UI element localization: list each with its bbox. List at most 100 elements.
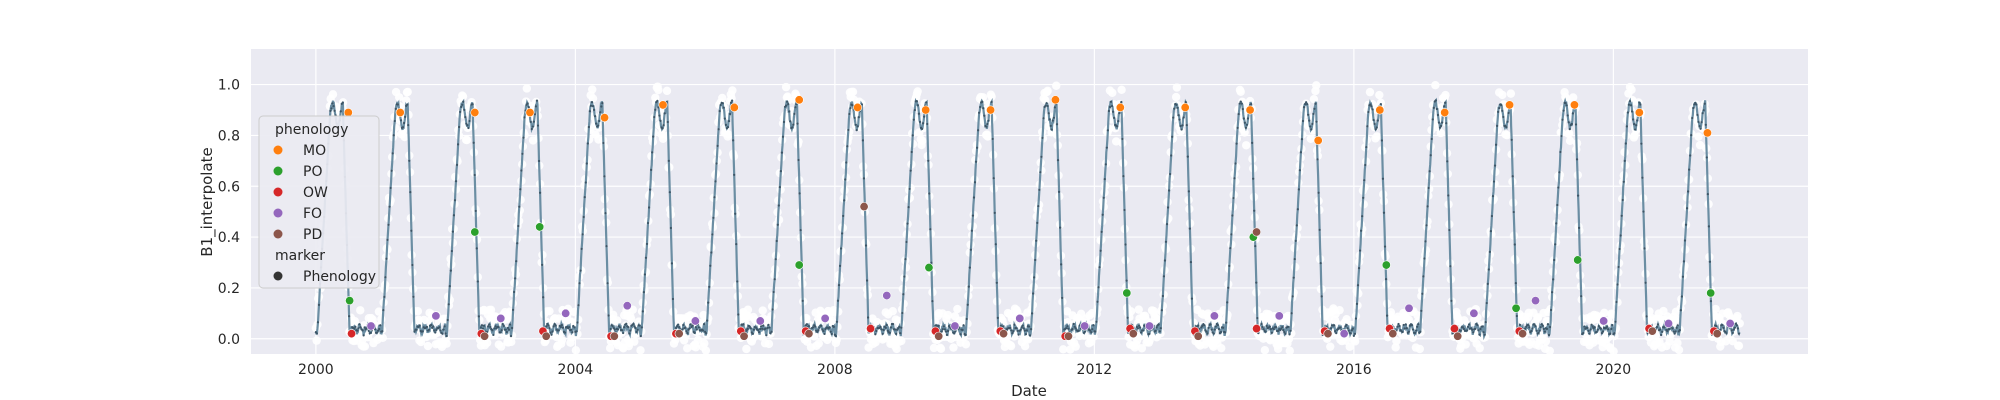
interpolated-marker xyxy=(1660,333,1663,337)
interpolated-marker xyxy=(509,335,513,338)
interpolated-marker xyxy=(991,137,994,141)
interpolated-marker xyxy=(404,115,407,118)
interpolated-marker xyxy=(794,106,797,109)
interpolated-marker xyxy=(1035,239,1038,242)
interpolated-marker xyxy=(999,324,1003,327)
interpolated-marker xyxy=(1234,162,1237,165)
interpolated-marker xyxy=(771,308,774,311)
interpolated-marker xyxy=(1318,228,1321,231)
interpolated-marker xyxy=(1661,330,1664,334)
interpolated-marker xyxy=(1350,329,1353,332)
interpolated-marker xyxy=(689,323,692,326)
interpolated-marker xyxy=(467,126,470,130)
interpolated-marker xyxy=(780,151,784,154)
interpolated-marker xyxy=(1691,116,1694,120)
interpolated-marker xyxy=(487,325,490,328)
interpolated-marker xyxy=(1595,330,1598,333)
interpolated-marker xyxy=(593,115,597,118)
x-tick-label: 2000 xyxy=(298,362,334,378)
interpolated-marker xyxy=(1737,332,1741,335)
phenology-point-mo xyxy=(1313,136,1323,146)
interpolated-marker xyxy=(1505,126,1508,129)
interpolated-marker xyxy=(1210,328,1213,331)
interpolated-marker xyxy=(832,325,835,329)
interpolated-marker xyxy=(1229,246,1232,250)
interpolated-marker xyxy=(1040,155,1043,158)
raw-point xyxy=(1431,80,1440,90)
interpolated-marker xyxy=(1447,194,1450,197)
interpolated-marker xyxy=(866,316,870,319)
raw-point xyxy=(691,343,700,352)
interpolated-marker xyxy=(1009,326,1012,330)
interpolated-marker xyxy=(823,332,826,336)
interpolated-marker xyxy=(1104,163,1107,166)
interpolated-marker xyxy=(466,124,469,127)
interpolated-marker xyxy=(464,116,467,119)
raw-point xyxy=(1695,140,1705,150)
interpolated-marker xyxy=(1678,329,1681,332)
interpolated-marker xyxy=(1032,292,1035,295)
interpolated-marker xyxy=(752,328,756,331)
interpolated-marker xyxy=(1671,327,1674,330)
interpolated-marker xyxy=(643,273,647,276)
interpolated-marker xyxy=(1591,325,1594,328)
interpolated-marker xyxy=(1697,120,1700,124)
interpolated-marker xyxy=(1216,324,1219,327)
interpolated-marker xyxy=(451,230,454,233)
interpolated-marker xyxy=(532,120,535,123)
interpolated-marker xyxy=(946,329,950,333)
phenology-point-mo xyxy=(986,105,996,115)
interpolated-marker xyxy=(446,318,449,322)
interpolated-marker xyxy=(1221,326,1225,329)
raw-point xyxy=(588,85,597,94)
interpolated-marker xyxy=(840,247,843,250)
interpolated-marker xyxy=(990,100,993,104)
interpolated-marker xyxy=(844,178,847,181)
interpolated-marker xyxy=(394,107,397,111)
interpolated-marker xyxy=(408,159,411,162)
interpolated-marker xyxy=(1136,327,1140,330)
interpolated-marker xyxy=(975,146,979,149)
interpolated-marker xyxy=(1552,278,1555,281)
interpolated-marker xyxy=(708,285,711,288)
interpolated-marker xyxy=(1551,291,1554,294)
interpolated-marker xyxy=(589,104,593,107)
interpolated-marker xyxy=(1493,164,1497,167)
interpolated-marker xyxy=(332,105,335,108)
interpolated-marker xyxy=(1645,315,1648,318)
interpolated-marker xyxy=(701,329,705,332)
interpolated-marker xyxy=(1681,275,1685,278)
interpolated-marker xyxy=(937,324,940,327)
interpolated-marker xyxy=(1042,117,1045,120)
interpolated-marker xyxy=(418,324,421,327)
interpolated-marker xyxy=(841,232,844,235)
interpolated-marker xyxy=(1012,330,1015,333)
raw-point xyxy=(1376,98,1386,108)
interpolated-marker xyxy=(654,108,657,111)
interpolated-marker xyxy=(857,116,860,119)
interpolated-marker xyxy=(1077,329,1080,332)
interpolated-marker xyxy=(1241,107,1244,111)
interpolated-marker xyxy=(1066,325,1069,328)
interpolated-marker xyxy=(666,120,669,124)
interpolated-marker xyxy=(762,324,765,327)
interpolated-marker xyxy=(620,329,624,332)
interpolated-marker xyxy=(1486,282,1489,285)
raw-point xyxy=(570,307,579,317)
phenology-point-mo xyxy=(921,105,931,115)
interpolated-marker xyxy=(1232,196,1235,200)
interpolated-marker xyxy=(1206,332,1209,335)
interpolated-marker xyxy=(1533,323,1536,326)
interpolated-marker xyxy=(1549,308,1553,312)
interpolated-marker xyxy=(1374,128,1377,131)
raw-point xyxy=(1498,90,1507,100)
interpolated-marker xyxy=(1108,105,1112,109)
raw-point xyxy=(1043,86,1052,96)
raw-point xyxy=(888,307,897,316)
interpolated-marker xyxy=(627,325,630,329)
interpolated-marker xyxy=(1530,329,1533,333)
interpolated-marker xyxy=(1732,328,1735,331)
interpolated-marker xyxy=(1269,328,1272,331)
interpolated-marker xyxy=(1096,300,1099,303)
